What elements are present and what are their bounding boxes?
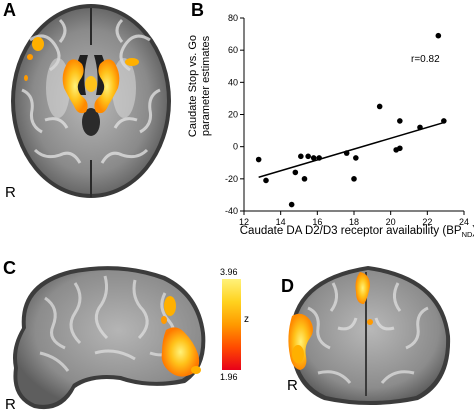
data-point bbox=[298, 153, 304, 160]
panel-a-orientation-label: R bbox=[5, 184, 16, 201]
data-point bbox=[310, 155, 317, 161]
y-tick-label: 60 bbox=[228, 45, 238, 55]
coronal-brain-slice bbox=[278, 258, 474, 414]
x-axis-label-subscript: ND bbox=[462, 230, 473, 239]
data-point bbox=[435, 32, 442, 39]
x-tick-label: 12 bbox=[239, 217, 249, 227]
correlation-annotation: r=0.82 bbox=[411, 54, 440, 65]
colorbar-gradient bbox=[222, 279, 241, 370]
x-tick-label: 20 bbox=[386, 217, 396, 227]
panel-a-letter: A bbox=[3, 0, 16, 20]
panel-d-orientation-label: R bbox=[287, 377, 298, 394]
colorbar-max-label: 3.96 bbox=[220, 267, 238, 277]
x-tick-label: 16 bbox=[312, 217, 322, 227]
y-tick-label: -40 bbox=[225, 206, 238, 216]
x-tick-label: 24 bbox=[459, 217, 469, 227]
x-tick-label: 18 bbox=[349, 217, 359, 227]
y-tick-label: 20 bbox=[228, 110, 238, 120]
y-tick-label: -20 bbox=[225, 174, 238, 184]
colorbar-min-label: 1.96 bbox=[220, 372, 238, 382]
data-point bbox=[397, 118, 403, 124]
data-point bbox=[263, 177, 269, 184]
scatter-plot: Caudate Stop vs. Go parameter estimates … bbox=[187, 13, 474, 239]
y-axis-label-line2: parameter estimates bbox=[200, 35, 212, 136]
panel-d-letter: D bbox=[281, 276, 294, 296]
data-point bbox=[301, 176, 308, 182]
sagittal-brain-slice bbox=[0, 258, 214, 414]
data-point bbox=[255, 156, 262, 163]
x-axis-label-main: Caudate DA D2/D3 receptor availability (… bbox=[240, 225, 462, 237]
y-tick-label: 40 bbox=[228, 77, 238, 87]
data-point bbox=[376, 103, 383, 110]
data-point bbox=[305, 153, 311, 160]
regression-line bbox=[258, 121, 445, 178]
x-tick-label: 14 bbox=[276, 217, 286, 227]
data-point bbox=[353, 155, 359, 161]
data-point bbox=[292, 169, 299, 176]
data-points bbox=[255, 32, 447, 208]
colorbar-axis-label: z bbox=[244, 314, 249, 325]
panel-b-letter: B bbox=[191, 0, 204, 20]
y-tick-label: 0 bbox=[233, 142, 238, 152]
x-axis-label-end: ) bbox=[472, 225, 474, 237]
y-tick-label: 80 bbox=[228, 13, 238, 23]
data-point bbox=[351, 176, 357, 182]
panel-c-orientation-label: R bbox=[5, 396, 16, 413]
y-axis-label-line1: Caudate Stop vs. Go bbox=[187, 35, 199, 137]
x-axis-label: Caudate DA D2/D3 receptor availability (… bbox=[240, 225, 474, 239]
axis-ticks: 12 14 16 18 20 22 24 -40 -20 0 20 40 60 80 bbox=[225, 13, 469, 227]
data-point bbox=[397, 145, 403, 152]
y-axis-label: Caudate Stop vs. Go parameter estimates bbox=[187, 35, 212, 137]
axial-brain-slice bbox=[0, 0, 182, 203]
x-tick-label: 22 bbox=[422, 217, 432, 227]
data-point bbox=[288, 201, 295, 208]
panel-c-letter: C bbox=[3, 258, 16, 278]
